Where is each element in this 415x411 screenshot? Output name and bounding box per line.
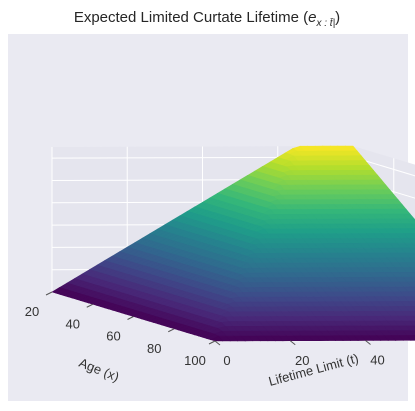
- y-tick-mark: [214, 340, 221, 346]
- x-tick-label: 20: [25, 304, 39, 319]
- y-tick-label: 40: [370, 353, 384, 368]
- surface-patch: [210, 335, 224, 342]
- x-tick-mark: [208, 340, 216, 345]
- y-tick-mark: [289, 340, 296, 346]
- chart-title-subscript: x : t̄|: [315, 17, 335, 29]
- tick-labels: 204060801000204060800102030405060: [25, 291, 385, 368]
- y-tick-label: 20: [295, 353, 309, 368]
- x-tick-mark: [168, 328, 175, 333]
- y-tick-label: 0: [223, 353, 230, 368]
- x-tick-label: 60: [106, 329, 120, 344]
- chart-title-close: ): [335, 9, 340, 26]
- x-tick-mark: [45, 291, 53, 296]
- chart-title: Expected Limited Curtate Lifetime (ex : …: [74, 9, 340, 29]
- x-tick-label: 40: [66, 316, 80, 331]
- x-tick-label: 80: [147, 341, 161, 356]
- surface-plot: [51, 145, 415, 342]
- x-tick-mark: [127, 316, 134, 320]
- y-tick-mark: [365, 340, 371, 345]
- x-tick-label: 100: [184, 353, 206, 368]
- chart-title-math: e: [308, 9, 316, 26]
- x-tick-mark: [86, 303, 93, 308]
- chart-title-main: Expected Limited Curtate Lifetime (: [74, 9, 308, 26]
